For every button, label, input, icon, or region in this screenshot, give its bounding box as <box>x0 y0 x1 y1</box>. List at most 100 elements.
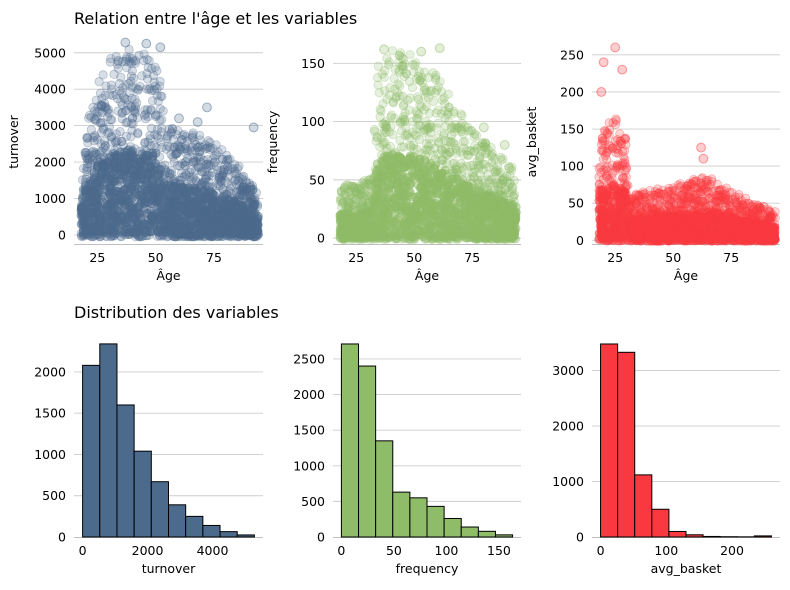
scatter-point <box>119 185 129 195</box>
scatter-point <box>129 73 139 83</box>
scatter-point <box>81 148 91 158</box>
scatter-point <box>369 124 380 135</box>
scatter-points <box>335 43 521 244</box>
scatter-point <box>169 200 179 210</box>
scatter-point <box>237 188 247 198</box>
scatter-point <box>205 137 215 148</box>
scatter-point <box>401 220 411 231</box>
scatter-point <box>142 104 153 115</box>
scatter-point <box>213 147 223 157</box>
scatter-point <box>100 102 111 112</box>
scatter-point <box>127 93 137 103</box>
scatter-point <box>205 143 215 153</box>
scatter-point <box>83 133 93 143</box>
scatter-point <box>368 207 378 218</box>
y-tick-label: 0 <box>58 227 66 242</box>
x-tick-label: 75 <box>464 250 480 265</box>
scatter-point <box>510 207 521 217</box>
scatter-point <box>156 127 166 137</box>
scatter-point <box>246 195 256 205</box>
scatter-point <box>92 193 102 203</box>
scatter-point <box>206 222 216 232</box>
scatter-point <box>165 218 175 228</box>
scatter-point <box>165 168 175 178</box>
scatter-point <box>339 216 349 227</box>
scatter-point <box>121 80 131 90</box>
scatter-point <box>168 209 178 219</box>
y-tick-label: 3000 <box>34 118 66 133</box>
scatter-point <box>231 187 242 197</box>
scatter-point <box>196 157 206 167</box>
top-section-title: Relation entre l'âge et les variables <box>74 9 357 28</box>
scatter-point <box>373 197 384 208</box>
scatter-point <box>195 142 205 152</box>
scatter-point <box>432 85 442 95</box>
scatter-point <box>89 136 99 146</box>
scatter-point <box>101 81 111 91</box>
scatter-point <box>176 144 186 155</box>
scatter-point <box>141 38 152 49</box>
scatter-point <box>241 178 252 188</box>
scatter-point <box>97 101 107 111</box>
scatter-point <box>105 90 115 100</box>
scatter-point <box>456 159 466 169</box>
scatter-point <box>504 163 515 174</box>
scatter-point <box>171 149 181 159</box>
scatter-point <box>127 102 137 112</box>
scatter-point <box>379 44 389 55</box>
scatter-point <box>469 147 479 157</box>
y-tick-label: 200 <box>560 84 584 99</box>
scatter-point <box>246 182 256 193</box>
scatter-point <box>99 143 109 153</box>
scatter-point <box>163 227 173 237</box>
scatter-point <box>181 148 191 158</box>
scatter-point <box>351 187 361 197</box>
scatter-point <box>195 146 205 156</box>
scatter-point <box>181 132 191 142</box>
scatter-point <box>443 175 453 185</box>
scatter-point <box>157 142 167 153</box>
scatter-point <box>145 83 155 94</box>
scatter-point <box>490 231 501 241</box>
scatter-point <box>196 178 207 188</box>
scatter-point <box>139 49 149 59</box>
scatter-point <box>412 161 423 172</box>
scatter-point <box>167 169 177 179</box>
scatter-point <box>126 71 136 81</box>
scatter-point <box>89 114 99 124</box>
scatter-point <box>111 129 121 139</box>
scatter-point <box>132 98 142 108</box>
scatter-point <box>221 156 231 166</box>
scatter-point <box>179 144 190 154</box>
scatter-point <box>373 80 383 90</box>
scatter-point <box>117 108 127 118</box>
scatter-point <box>141 114 151 124</box>
x-tick-label: 25 <box>89 250 105 265</box>
scatter-point <box>83 150 94 160</box>
scatter-point <box>223 165 233 175</box>
scatter-point <box>162 130 173 140</box>
scatter-point <box>113 63 123 73</box>
x-tick-label: 25 <box>607 250 623 265</box>
scatter-point <box>212 211 222 221</box>
scatter-point <box>106 115 116 125</box>
scatter-point <box>237 184 247 195</box>
scatter-point <box>241 216 251 226</box>
y-axis-label: turnover <box>6 114 21 168</box>
scatter-point <box>417 211 428 221</box>
scatter-point <box>200 144 210 154</box>
scatter-point <box>214 172 224 183</box>
scatter-point <box>152 66 162 76</box>
scatter-point <box>216 173 226 183</box>
scatter-point <box>483 162 494 172</box>
scatter-point <box>399 192 409 202</box>
scatter-point <box>251 188 261 198</box>
scatter-point <box>191 156 201 167</box>
scatter-point <box>83 154 93 164</box>
scatter-point <box>473 207 483 218</box>
scatter-point <box>82 159 93 169</box>
scatter-point <box>185 202 196 212</box>
scatter-point <box>96 118 106 128</box>
scatter-point <box>402 209 412 219</box>
scatter-point <box>223 162 233 172</box>
